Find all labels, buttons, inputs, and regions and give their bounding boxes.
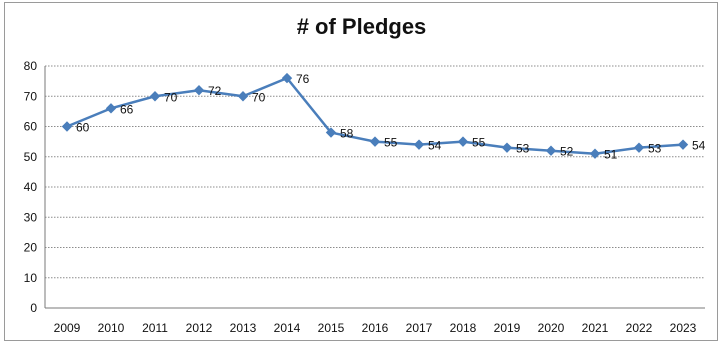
data-label: 76 [296, 72, 310, 86]
chart-frame [4, 2, 718, 341]
y-tick-label: 50 [24, 150, 38, 164]
data-point [545, 145, 557, 156]
x-tick-label: 2017 [406, 321, 433, 335]
data-point [237, 91, 249, 102]
data-point [677, 139, 689, 150]
data-label: 52 [560, 145, 574, 159]
data-label: 55 [384, 136, 398, 150]
data-point [589, 148, 601, 159]
data-point [61, 121, 73, 132]
data-point [325, 127, 337, 138]
data-point [149, 91, 161, 102]
x-tick-label: 2022 [626, 321, 653, 335]
data-point [457, 136, 469, 147]
x-tick-labels: 2009 2010 2011 2012 2013 2014 2015 2016 2017 2018… [54, 321, 697, 335]
data-point [105, 103, 117, 114]
data-label: 60 [76, 121, 90, 135]
x-tick-label: 2023 [670, 321, 697, 335]
x-tick-label: 2014 [274, 321, 301, 335]
x-tick-label: 2010 [98, 321, 125, 335]
x-tick-label: 2021 [582, 321, 609, 335]
x-tick-label: 2018 [450, 321, 477, 335]
x-tick-label: 2011 [142, 321, 168, 335]
data-label: 66 [120, 102, 134, 116]
data-label: 70 [252, 90, 266, 104]
series-group [61, 72, 689, 159]
x-tick-label: 2019 [494, 321, 521, 335]
x-tick-label: 2009 [54, 321, 81, 335]
y-tick-labels: 0 10 20 30 40 50 60 70 80 [24, 59, 38, 315]
data-label: 53 [516, 142, 530, 156]
x-tick-label: 2013 [230, 321, 257, 335]
x-tick-label: 2020 [538, 321, 565, 335]
data-point [501, 142, 513, 153]
data-point [281, 72, 293, 84]
axes [44, 66, 705, 309]
chart-title: # of Pledges [296, 14, 427, 39]
y-tick-label: 20 [24, 241, 38, 255]
data-label: 55 [472, 136, 486, 150]
y-tick-label: 10 [24, 271, 38, 285]
data-label: 58 [340, 127, 354, 141]
y-tick-label: 40 [24, 180, 38, 194]
y-tick-label: 80 [24, 59, 38, 73]
data-point [193, 84, 205, 96]
data-label: 54 [428, 139, 442, 153]
y-tick-label: 70 [24, 89, 38, 103]
gridlines [45, 65, 705, 279]
data-point [413, 139, 425, 150]
y-tick-label: 30 [24, 210, 38, 224]
y-tick-label: 0 [30, 301, 37, 315]
y-tick-label: 60 [24, 120, 38, 134]
data-label: 70 [164, 90, 178, 104]
data-point [633, 142, 645, 153]
data-point [369, 136, 381, 147]
x-tick-label: 2012 [186, 321, 213, 335]
data-label: 51 [604, 148, 618, 162]
data-label: 72 [208, 84, 222, 98]
data-labels: 60 66 70 72 70 76 58 55 54 55 53 52 51 53 54 [76, 72, 706, 162]
x-tick-label: 2015 [318, 321, 345, 335]
x-tick-label: 2016 [362, 321, 389, 335]
data-label: 53 [648, 142, 662, 156]
data-label: 54 [692, 139, 706, 153]
